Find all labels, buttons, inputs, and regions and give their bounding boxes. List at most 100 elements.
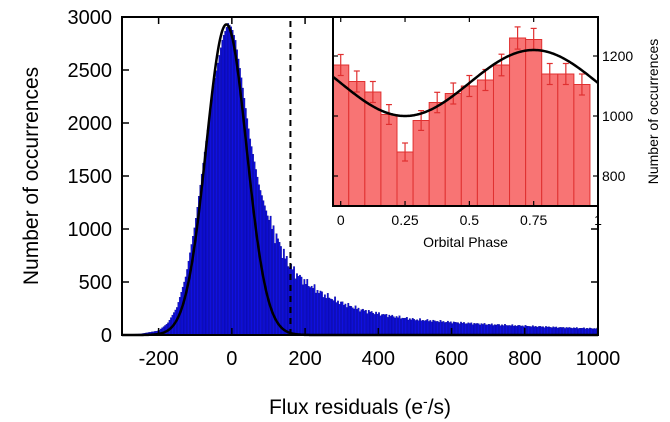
main-histogram-bar xyxy=(373,314,376,336)
main-histogram-bar xyxy=(211,96,213,336)
main-histogram-bar xyxy=(306,279,309,336)
main-histogram-bar xyxy=(416,319,419,336)
main-histogram-bar xyxy=(467,322,470,336)
main-histogram-bar xyxy=(203,151,206,336)
main-histogram-bar xyxy=(375,311,377,336)
main-histogram-bar xyxy=(326,293,329,336)
inset-y-axis-label: Number of occurrences xyxy=(645,39,661,185)
main-histogram-bar xyxy=(287,266,290,336)
main-histogram-bar xyxy=(293,266,295,336)
main-histogram-bar xyxy=(284,258,287,336)
main-y-tick-label: 3000 xyxy=(68,7,113,29)
main-histogram-bar xyxy=(444,322,446,336)
main-histogram-bar xyxy=(482,324,484,336)
main-histogram-bar xyxy=(255,169,257,336)
main-histogram-bar xyxy=(411,318,414,336)
main-histogram-bar xyxy=(508,325,511,336)
main-histogram-bar xyxy=(492,325,495,336)
main-histogram-bar xyxy=(228,24,231,336)
main-y-tick-label: 1500 xyxy=(68,166,113,188)
main-histogram-bar xyxy=(520,326,522,336)
main-histogram-bar xyxy=(391,314,394,336)
main-histogram-bar xyxy=(312,288,315,336)
main-histogram-bar xyxy=(487,324,490,336)
inset-histogram-bar xyxy=(460,85,478,207)
main-histogram-bar xyxy=(347,302,350,336)
inset-histogram-bar xyxy=(412,120,430,207)
main-histogram-bar xyxy=(304,284,307,336)
main-histogram-bar xyxy=(343,304,345,336)
main-histogram-bar xyxy=(474,323,477,336)
main-histogram-bar xyxy=(417,320,420,336)
main-histogram-bar xyxy=(501,324,503,336)
main-histogram-bar xyxy=(454,322,457,336)
main-histogram-bar xyxy=(364,310,367,336)
main-histogram-bar xyxy=(457,322,460,336)
main-histogram-bar xyxy=(504,324,506,336)
main-histogram-bar xyxy=(435,321,438,336)
main-histogram-bar xyxy=(407,319,410,336)
main-histogram-bar xyxy=(252,154,254,336)
main-x-axis-ticks: -200 0 200 400 600 800 1000 xyxy=(139,17,621,370)
main-histogram-bar xyxy=(325,298,328,336)
main-histogram-bar xyxy=(214,78,216,336)
main-histogram-bar xyxy=(455,322,458,336)
main-histogram-bar xyxy=(256,176,259,336)
main-histogram-bar xyxy=(230,26,232,336)
main-histogram-bar xyxy=(321,291,323,336)
main-histogram-bar xyxy=(372,312,375,336)
main-histogram-bar xyxy=(439,320,442,336)
main-histogram-bar xyxy=(341,301,344,336)
main-histogram-bar xyxy=(219,47,222,336)
main-histogram-bar xyxy=(483,323,486,336)
main-histogram-bar xyxy=(225,27,228,336)
inset-histogram-bar xyxy=(444,93,462,207)
main-histogram-bar xyxy=(542,326,544,336)
main-histogram-bar xyxy=(386,317,389,336)
main-histogram-bar xyxy=(319,290,322,336)
main-histogram-bar xyxy=(496,324,499,336)
main-histogram-bar xyxy=(360,309,363,336)
main-histogram-bar xyxy=(498,324,501,336)
main-histogram-bar xyxy=(515,326,518,336)
inset-histogram-bar xyxy=(476,79,494,207)
main-histogram-bar xyxy=(505,325,508,336)
inset-x-axis-ticks: 0 0.25 0.5 0.75 1 xyxy=(337,17,602,228)
main-histogram-bar xyxy=(471,324,474,336)
inset-histogram-bar xyxy=(428,102,446,207)
main-histogram-bar xyxy=(460,321,462,336)
main-histogram-bar xyxy=(545,326,547,336)
main-histogram-bar xyxy=(539,326,542,336)
main-histogram-bar xyxy=(183,281,186,336)
main-histogram-bar xyxy=(404,317,407,336)
main-histogram-bar xyxy=(351,307,354,336)
main-histogram-bar xyxy=(493,324,496,336)
main-x-axis-label-unit: /s) xyxy=(428,396,451,419)
main-histogram-bar xyxy=(511,324,514,336)
main-histogram-bar xyxy=(446,320,449,336)
main-histogram-bar xyxy=(486,324,489,336)
main-histogram-bar xyxy=(452,321,455,336)
main-histogram-bar xyxy=(395,316,398,336)
main-histogram-bar xyxy=(441,321,443,336)
main-y-tick-label: 2500 xyxy=(68,60,113,82)
inset-y-tick-label: 1200 xyxy=(602,48,633,64)
main-histogram-bar xyxy=(224,31,227,336)
inset-sine-fit-curve xyxy=(332,48,599,118)
main-histogram-bar xyxy=(221,39,224,336)
inset-histogram-bar xyxy=(492,64,511,207)
main-histogram-bar xyxy=(476,323,479,336)
inset-histogram-bar xyxy=(509,37,527,207)
main-histogram-bar xyxy=(425,320,427,336)
main-histogram-bar xyxy=(419,318,421,336)
main-histogram-bar xyxy=(517,325,520,336)
main-histogram-bar xyxy=(410,319,413,336)
main-histogram-bar xyxy=(345,307,348,336)
main-histogram-bar xyxy=(385,314,388,336)
main-histogram-bar xyxy=(181,286,184,336)
main-histogram-bar xyxy=(240,77,243,336)
main-x-tick-label: 1000 xyxy=(576,348,621,370)
main-x-tick-label: 0 xyxy=(226,348,237,370)
main-histogram-bar xyxy=(348,305,351,336)
